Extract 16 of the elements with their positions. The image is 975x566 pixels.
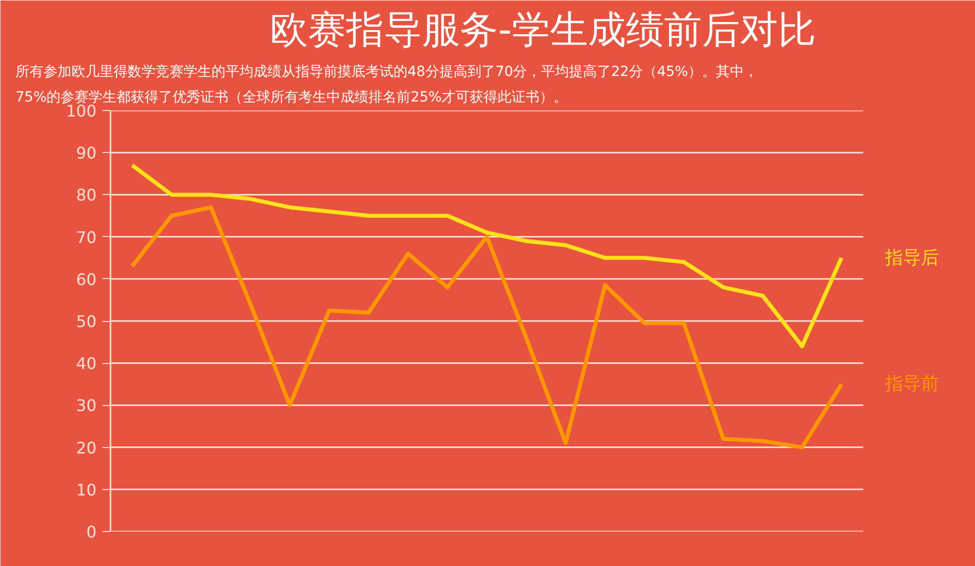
y-tick-label: 30 [76,396,96,416]
y-tick-label: 0 [86,522,97,542]
y-tick-label: 20 [76,438,96,458]
y-tick-label: 50 [76,312,96,331]
text: 指导后 [884,247,939,268]
y-tick-label: 10 [76,480,96,500]
chart-subtitle: 所有参加欧几里得数学竞赛学生的平均成绩从指导前摸底考试的48分提高到了70分，平均提高了22分（45%）。其中， 75%的参赛学生都获得了优秀证书（全球所有考生中成绩排名前25%才可获得此证书）。 [16,64,758,106]
line-series [130,205,844,450]
y-tick-label: 90 [76,144,96,163]
y-tick-label: 80 [76,186,96,205]
y-tick-label: 60 [76,270,96,289]
y-tick-label: 70 [76,228,96,247]
chart-title: 欧赛指导服务-学生成绩前后对比 [270,8,816,52]
text: 指导前 [884,374,939,395]
line-series [130,163,844,348]
y-tick-label: 40 [76,354,96,374]
